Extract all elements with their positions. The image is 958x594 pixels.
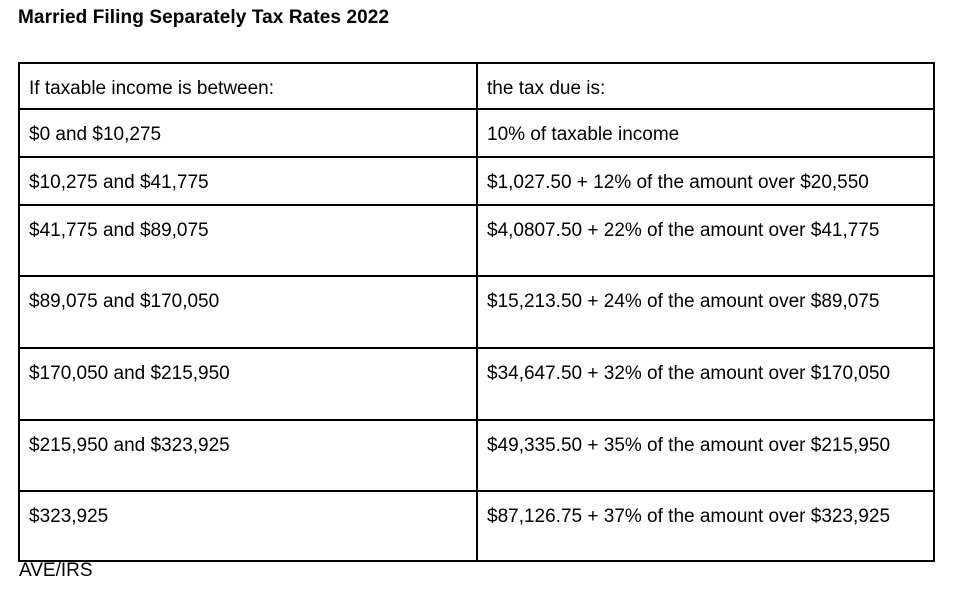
table-header-row: If taxable income is between: the tax du… [18, 62, 935, 110]
tax-due-cell: $15,213.50 + 24% of the amount over $89,… [476, 275, 935, 349]
tax-due-cell: $87,126.75 + 37% of the amount over $323… [476, 490, 935, 562]
table-row: $323,925 $87,126.75 + 37% of the amount … [18, 490, 935, 562]
column-header-income: If taxable income is between: [18, 62, 478, 110]
table-row: $0 and $10,275 10% of taxable income [18, 108, 935, 158]
income-range-cell: $10,275 and $41,775 [18, 156, 478, 206]
income-range-cell: $170,050 and $215,950 [18, 347, 478, 421]
tax-due-cell: $4,0807.50 + 22% of the amount over $41,… [476, 204, 935, 277]
income-range-cell: $89,075 and $170,050 [18, 275, 478, 349]
tax-due-cell: $34,647.50 + 32% of the amount over $170… [476, 347, 935, 421]
table-row: $170,050 and $215,950 $34,647.50 + 32% o… [18, 347, 935, 421]
income-range-cell: $323,925 [18, 490, 478, 562]
column-header-tax-due: the tax due is: [476, 62, 935, 110]
table-row: $215,950 and $323,925 $49,335.50 + 35% o… [18, 419, 935, 492]
tax-brackets-table: If taxable income is between: the tax du… [18, 62, 935, 562]
income-range-cell: $41,775 and $89,075 [18, 204, 478, 277]
table-row: $89,075 and $170,050 $15,213.50 + 24% of… [18, 275, 935, 349]
table-row: $10,275 and $41,775 $1,027.50 + 12% of t… [18, 156, 935, 206]
tax-due-cell: $1,027.50 + 12% of the amount over $20,5… [476, 156, 935, 206]
source-attribution: AVE/IRS [19, 560, 93, 581]
page-title: Married Filing Separately Tax Rates 2022 [18, 7, 390, 28]
tax-due-cell: $49,335.50 + 35% of the amount over $215… [476, 419, 935, 492]
income-range-cell: $0 and $10,275 [18, 108, 478, 158]
table-row: $41,775 and $89,075 $4,0807.50 + 22% of … [18, 204, 935, 277]
tax-due-cell: 10% of taxable income [476, 108, 935, 158]
income-range-cell: $215,950 and $323,925 [18, 419, 478, 492]
